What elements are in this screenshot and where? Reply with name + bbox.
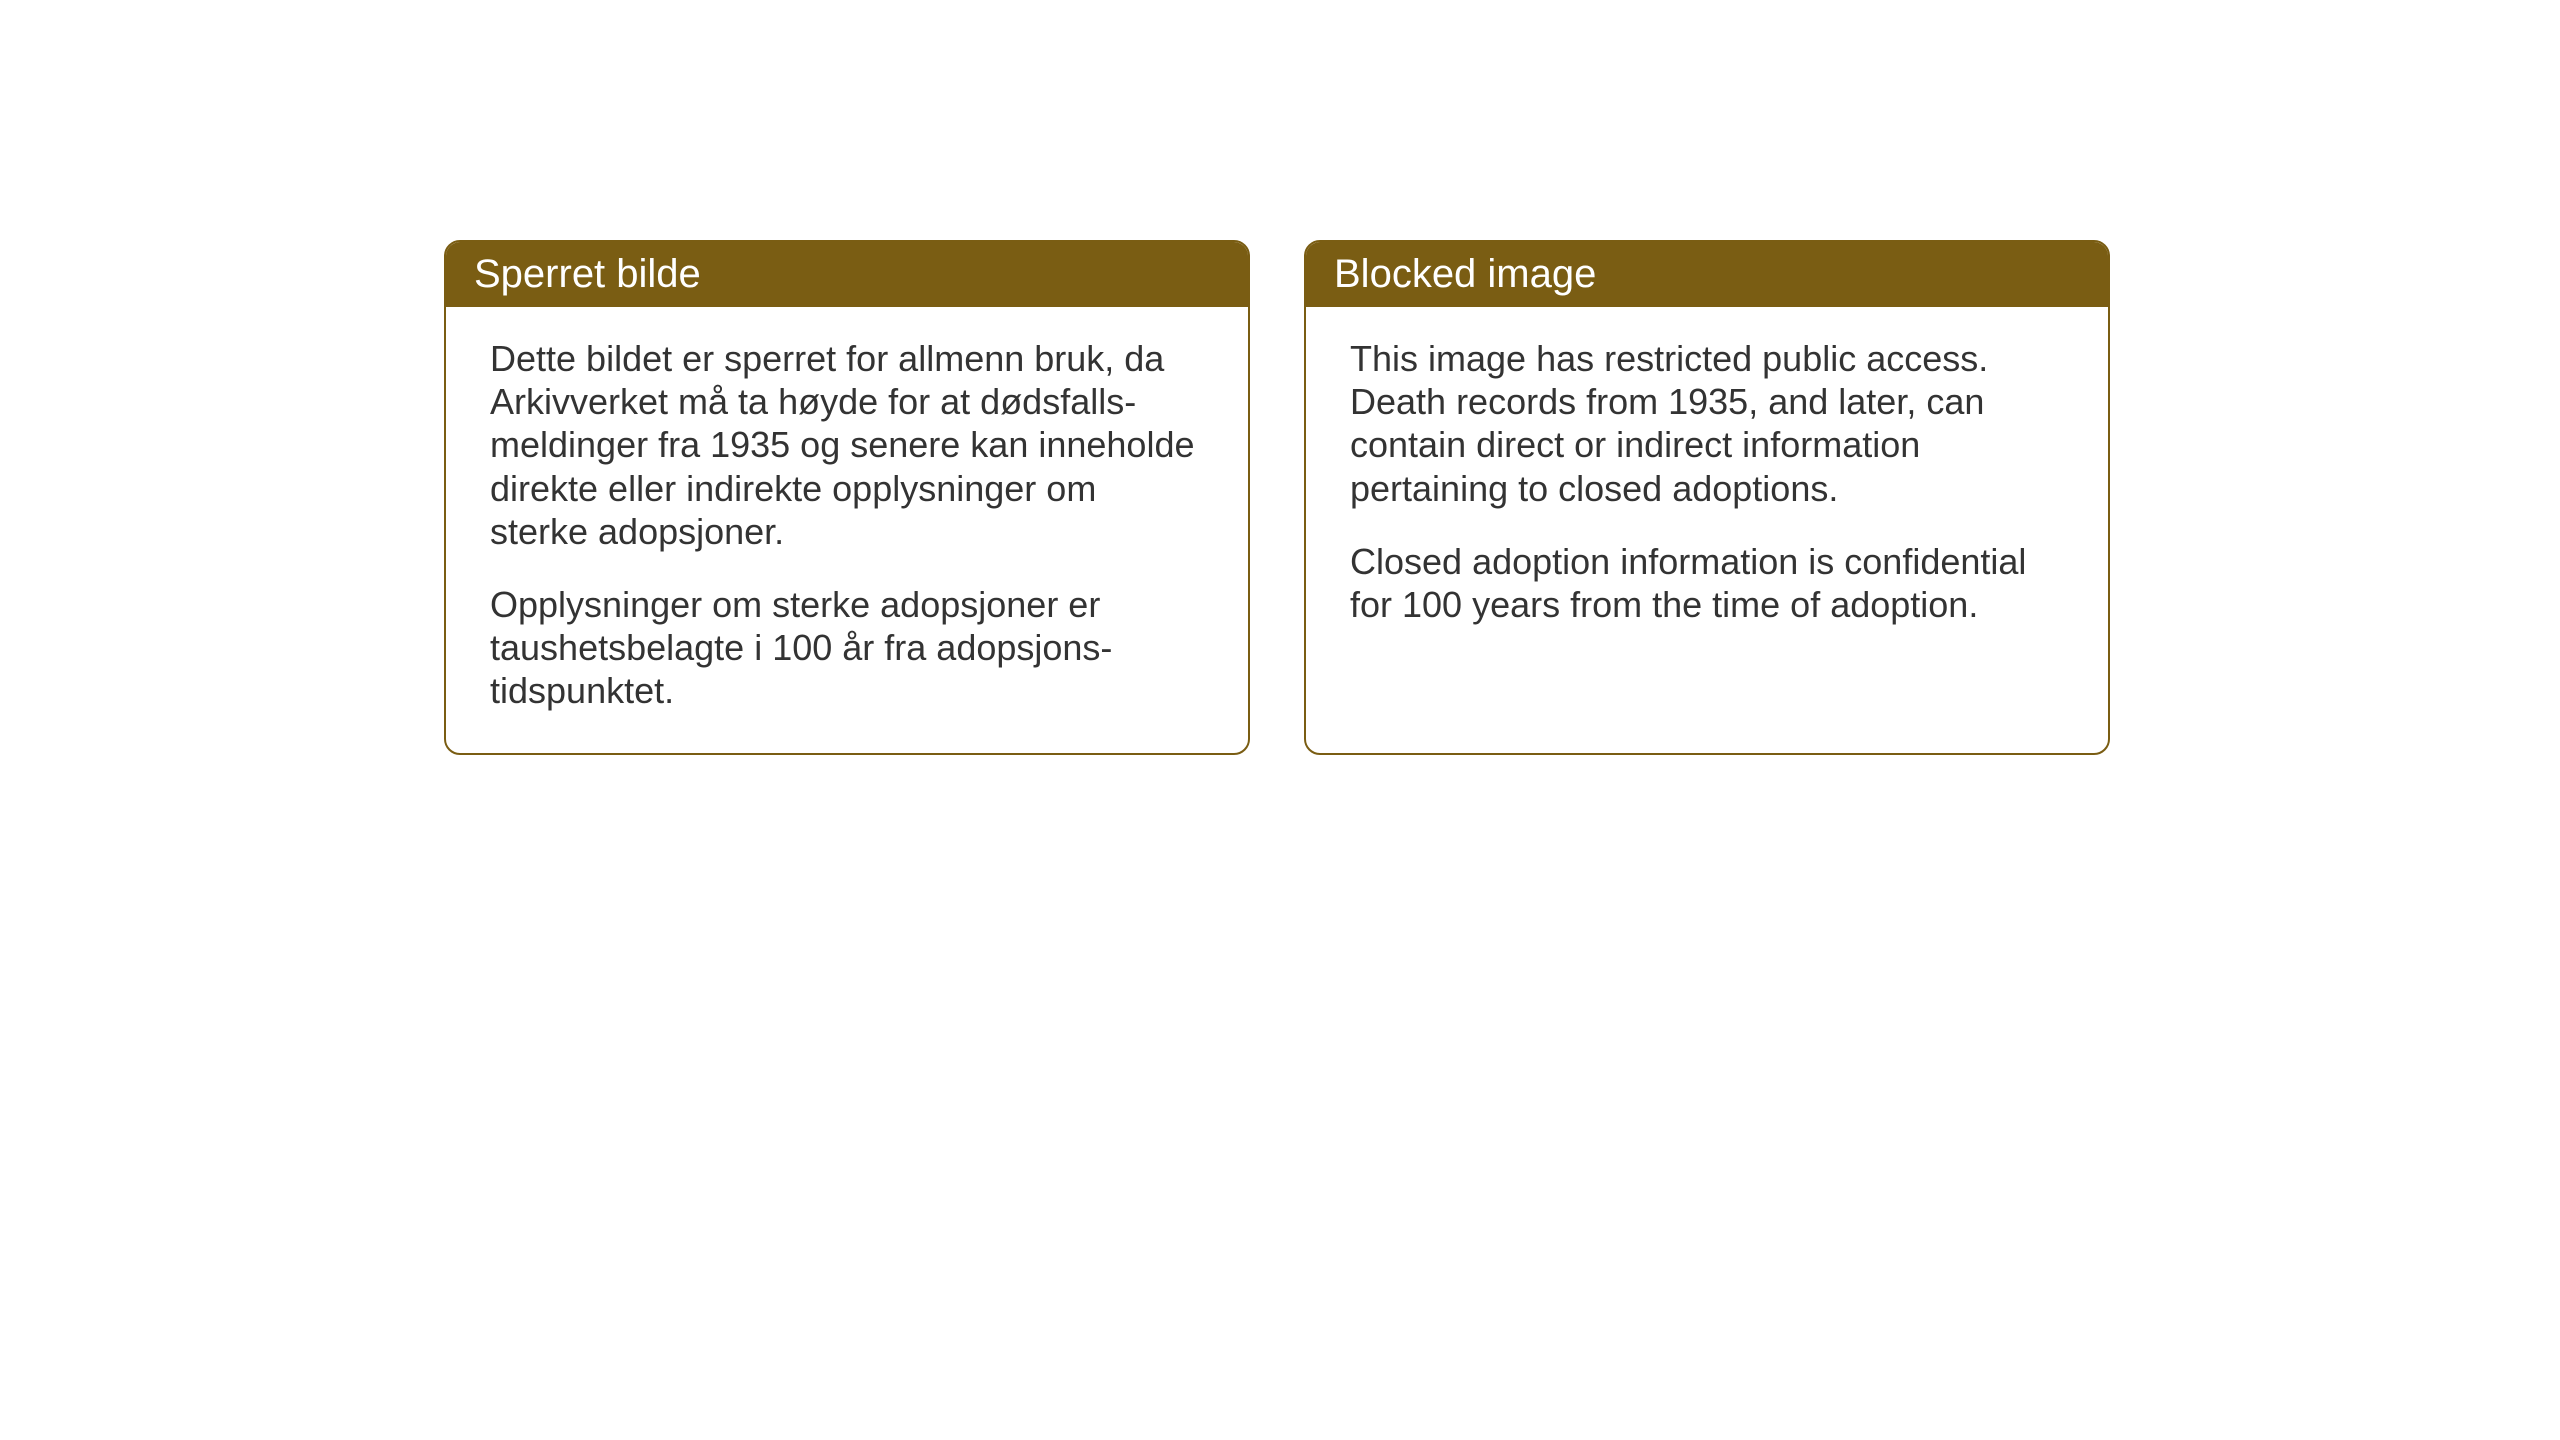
norwegian-paragraph-1: Dette bildet er sperret for allmenn bruk… — [490, 337, 1204, 553]
norwegian-notice-body: Dette bildet er sperret for allmenn bruk… — [446, 307, 1248, 753]
english-notice-body: This image has restricted public access.… — [1306, 307, 2108, 666]
english-notice-title: Blocked image — [1306, 242, 2108, 307]
norwegian-notice-title: Sperret bilde — [446, 242, 1248, 307]
english-notice-box: Blocked image This image has restricted … — [1304, 240, 2110, 755]
notice-container: Sperret bilde Dette bildet er sperret fo… — [444, 240, 2110, 755]
english-paragraph-2: Closed adoption information is confident… — [1350, 540, 2064, 626]
english-paragraph-1: This image has restricted public access.… — [1350, 337, 2064, 510]
norwegian-notice-box: Sperret bilde Dette bildet er sperret fo… — [444, 240, 1250, 755]
norwegian-paragraph-2: Opplysninger om sterke adopsjoner er tau… — [490, 583, 1204, 713]
